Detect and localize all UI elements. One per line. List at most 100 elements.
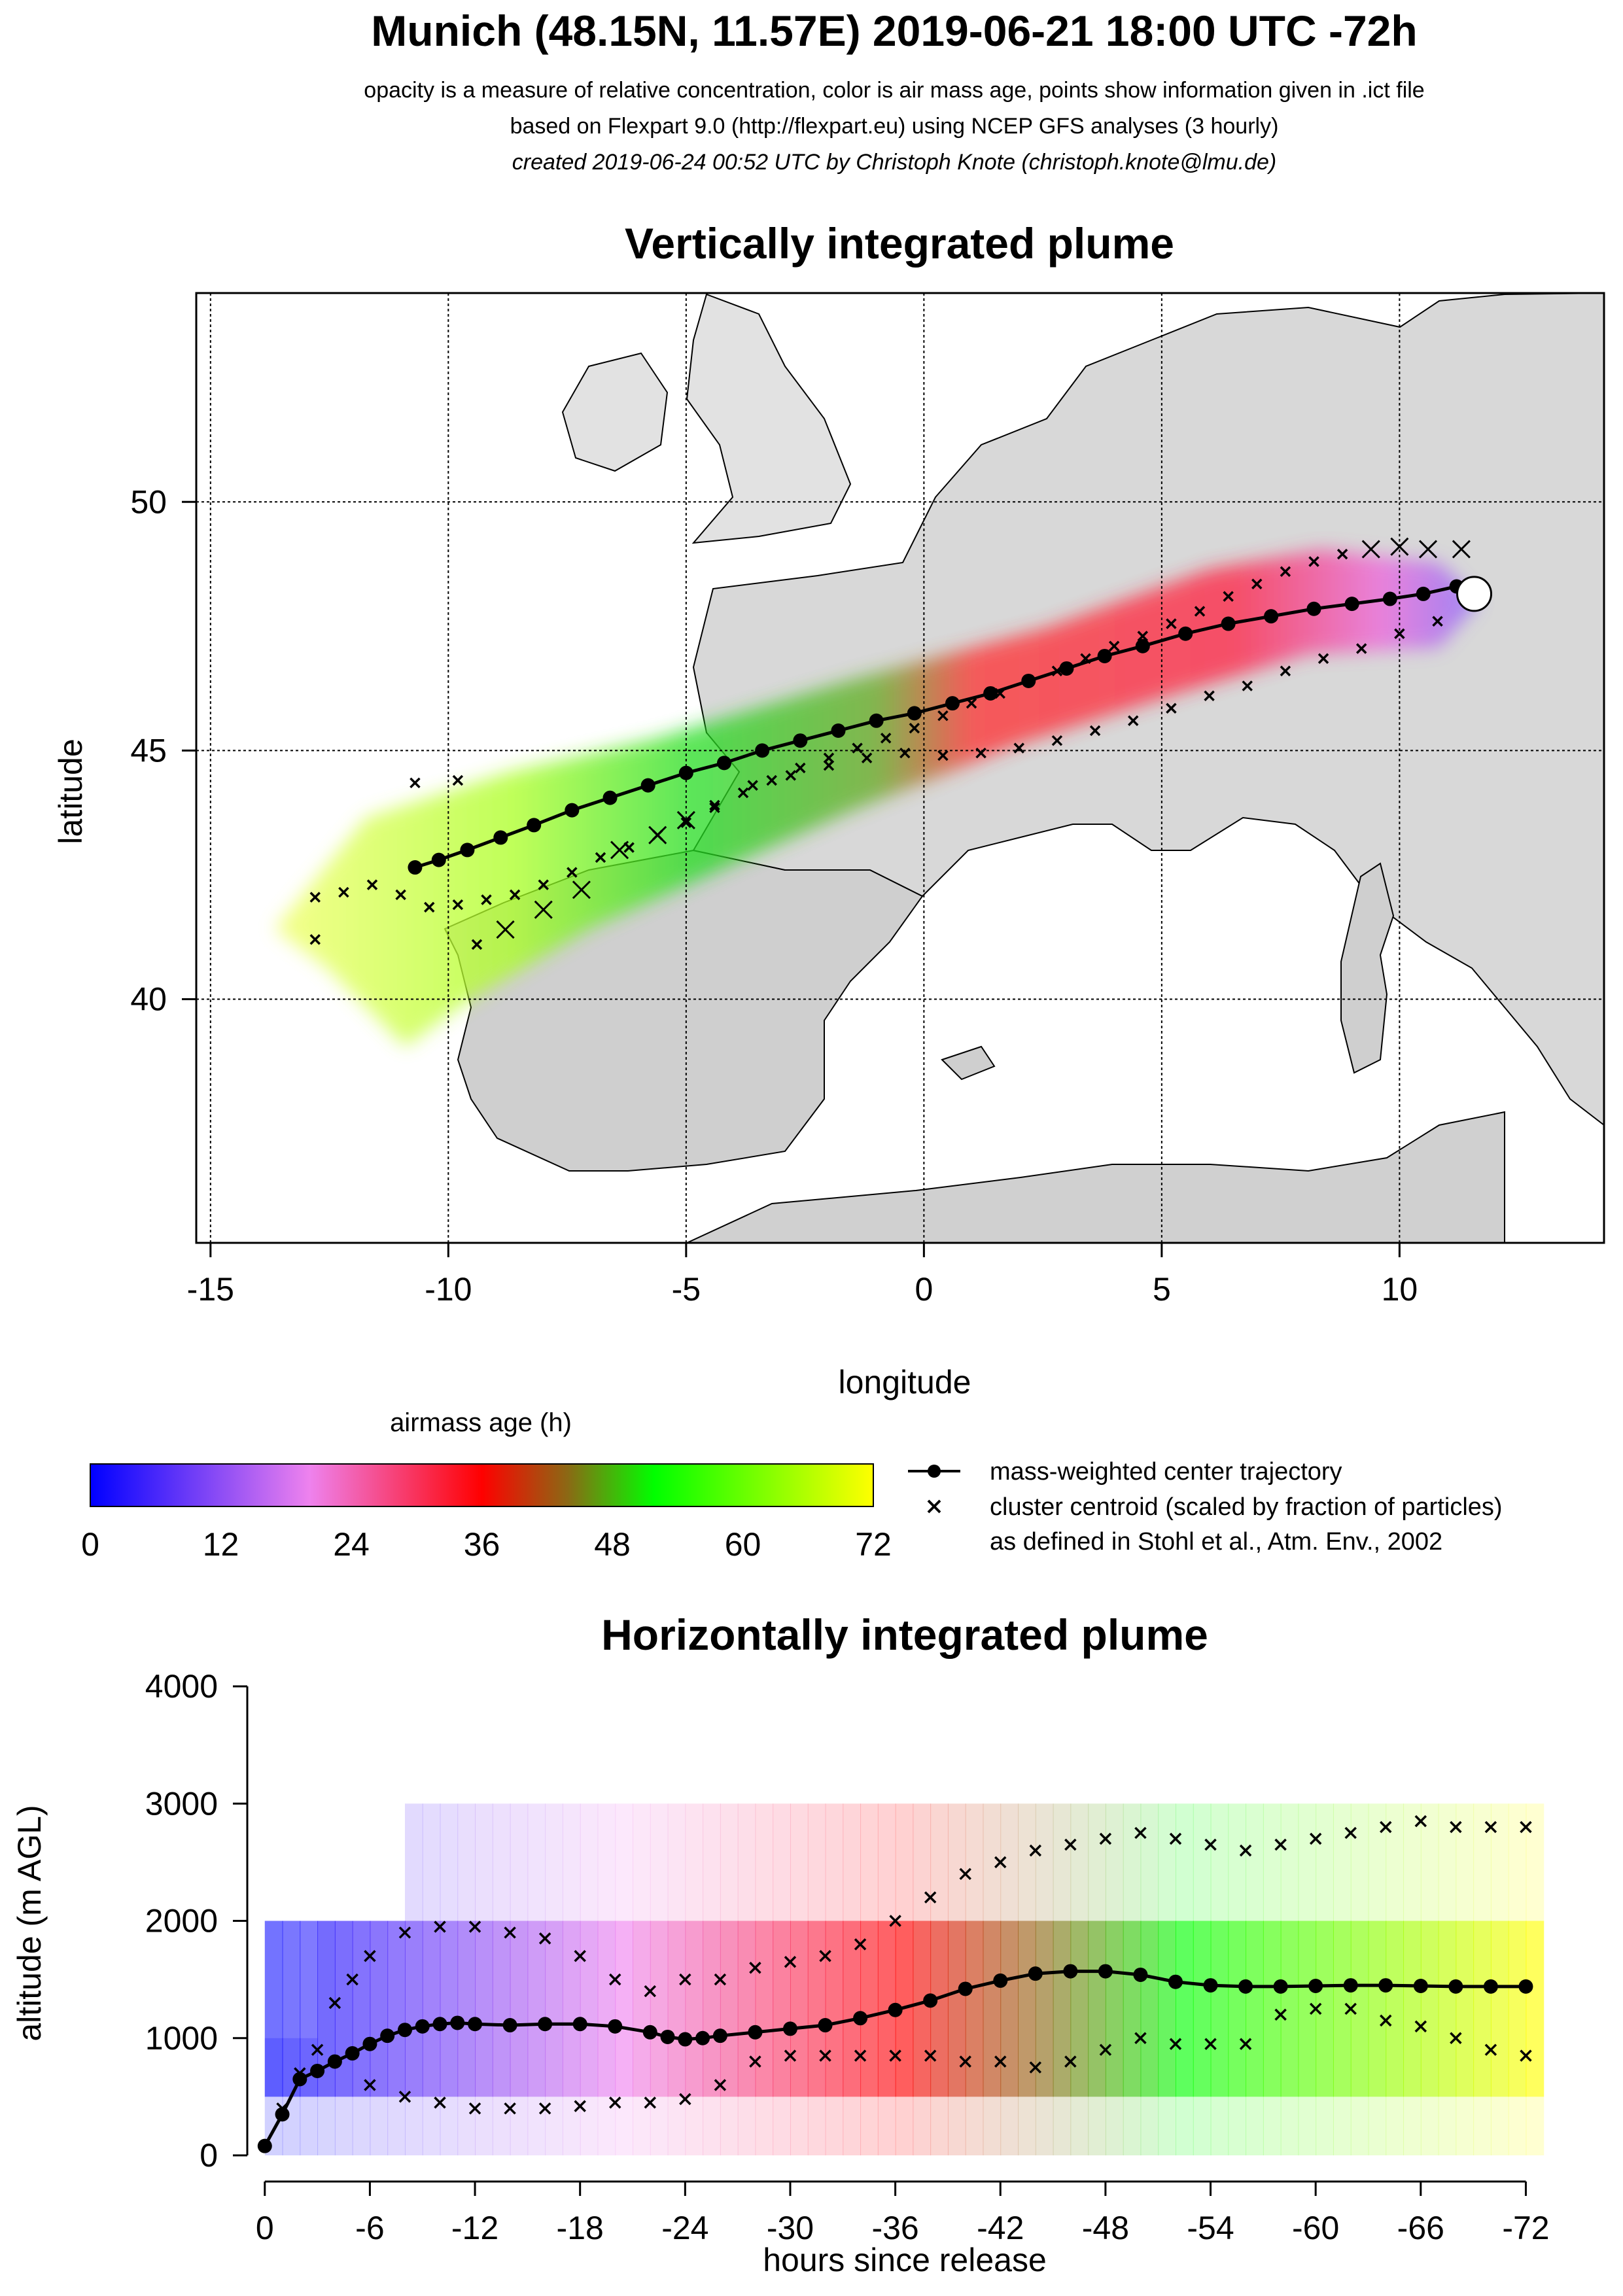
altitude-cluster-centroid [819,2049,831,2062]
altitude-cluster-centroid [1029,2061,1042,2074]
altitude-shade-core [843,1921,862,2097]
altitude-cluster-centroid [1204,1838,1217,1851]
map-cluster-centroid [676,810,695,829]
altitude-shade-core [1000,1921,1019,2097]
altitude-shade-core [597,1921,616,2097]
map-cluster-centroid [1452,540,1471,559]
legend: mass-weighted center trajectory cluster … [908,1458,1503,1556]
altitude-shade-core [1316,1921,1334,2097]
altitude-title: Horizontally integrated plume [601,1610,1208,1659]
altitude-trajectory-point [888,2002,903,2017]
map-trajectory-point [408,860,423,875]
map-trajectory-point [1135,638,1150,653]
altitude-shade-core [1035,1921,1054,2097]
altitude-trajectory-point [327,2054,342,2069]
map-cluster-centroid [1251,578,1263,589]
altitude-cluster-centroid [889,1915,901,1927]
map-cluster-centroid [880,733,892,744]
altitude-shade-core [440,1921,459,2097]
map-cluster-centroid [452,899,464,911]
land-corsica-sardinia [1340,862,1395,1074]
land-balearic [941,1045,996,1081]
altitude-x-tick-label: -72 [1502,2210,1549,2246]
altitude-shade-core [1333,1921,1352,2097]
altitude-cluster-centroid [714,2079,727,2091]
map-cluster-centroid [1355,643,1367,654]
altitude-trajectory-point [1378,1978,1393,1993]
map-cluster-centroid [1051,735,1063,746]
altitude-shade-core [947,1921,966,2097]
altitude-cluster-centroid [1239,1844,1252,1857]
altitude-shade-core [737,1921,756,2097]
plume-shade [275,549,1478,1047]
altitude-shading [264,1803,1544,2155]
altitude-cluster-centroid [1450,2032,1462,2044]
altitude-shade-core [720,1921,739,2097]
map-cluster-centroid [595,852,606,863]
altitude-trajectory-point [1343,1978,1358,1993]
map-cluster-centroid [899,747,911,759]
altitude-cluster-centroids [276,1815,1532,2115]
map-cluster-centroid [1194,606,1206,617]
altitude-shade-core [633,1921,651,2097]
altitude-cluster-centroid [644,1985,657,1998]
altitude-shade-core [422,1921,441,2097]
altitude-cluster-centroid [994,2055,1007,2068]
altitude-shade-core [930,1921,949,2097]
altitude-shade-core [1526,1921,1544,2097]
altitude-shade-core [1193,1921,1212,2097]
altitude-trajectory-point [1098,1964,1113,1979]
altitude-cluster-centroid [468,2102,481,2115]
map-cluster-centroid [909,722,920,734]
map-cluster-centroid [1242,680,1253,691]
altitude-shade-core [1368,1921,1387,2097]
altitude-cluster-centroid [434,1921,446,1933]
map-cluster-centroid [424,901,435,913]
map-cluster-centroid [309,892,321,903]
altitude-cluster-centroid [434,2096,446,2109]
altitude-x-tick-label: -42 [977,2210,1024,2246]
altitude-shade-core [282,1921,301,2097]
altitude-cluster-centroid [346,1973,358,1986]
map-x-tick-label: -15 [187,1271,234,1308]
altitude-cluster-centroid [889,2049,901,2062]
altitude-x-tick-label: -12 [451,2210,498,2246]
map-cluster-centroid [937,710,949,722]
altitude-shade-core [1350,1921,1369,2097]
altitude-shade-core [1403,1921,1422,2097]
altitude-shade-core [1456,1921,1475,2097]
altitude-trajectory-point [1028,1966,1043,1981]
map-cluster-centroid [509,889,521,901]
altitude-x-tick-label: -36 [871,2210,918,2246]
altitude-cluster-centroid [959,1868,971,1881]
altitude-cluster-centroid [819,1950,831,1962]
legend-cluster-label: cluster centroid (scaled by fraction of … [990,1493,1503,1521]
altitude-shade-core [703,1921,721,2097]
map-trajectory-point [431,852,446,867]
altitude-cluster-centroid [1274,1838,1287,1851]
altitude-cluster-centroid [398,1926,411,1939]
altitude-shade-core [562,1921,581,2097]
altitude-shade-core [1175,1921,1194,2097]
altitude-x-tick-label: -48 [1082,2210,1129,2246]
altitude-cluster-centroid [679,2093,691,2106]
map-cluster-centroid [1128,715,1139,727]
altitude-trajectory-point [450,2015,465,2030]
altitude-cluster-centroid [538,2102,551,2115]
release-point-circle [1456,576,1493,612]
altitude-shade-core [650,1921,669,2097]
altitude-trajectory-point [748,2025,763,2040]
colorbar-tick-label: 60 [725,1526,761,1563]
map-background [196,293,1604,1243]
figure-title: Munich (48.15N, 11.57E) 2019-06-21 18:00… [371,7,1417,55]
map-trajectory-point [717,756,731,771]
map-cluster-centroid [309,934,321,945]
release-point-marker [1456,576,1493,612]
altitude-cluster-centroid [1520,2049,1532,2062]
altitude-trajectory-point [1413,1978,1428,1993]
altitude-cluster-centroid [749,2055,761,2068]
altitude-trajectory-point [572,2017,587,2032]
altitude-trajectory-point [362,2036,377,2051]
altitude-trajectory-point [660,2029,675,2044]
